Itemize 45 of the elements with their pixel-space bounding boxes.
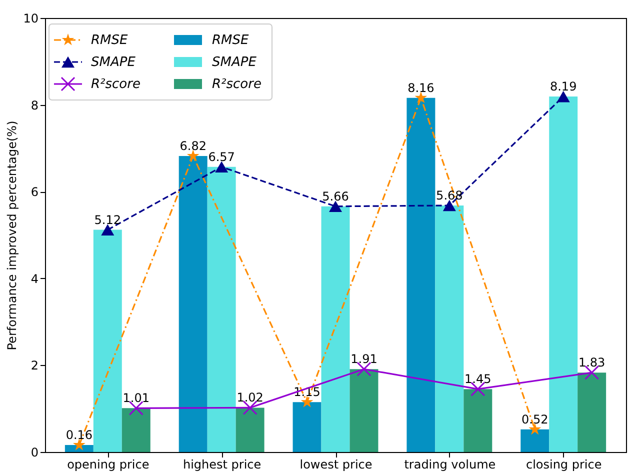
x-tick-label: trading volume	[404, 458, 496, 472]
bar	[350, 369, 378, 452]
bar	[321, 206, 350, 452]
data-label: 5.66	[322, 189, 349, 204]
x-tick-label: lowest price	[300, 458, 372, 472]
x-tick-label: highest price	[182, 458, 262, 472]
bar	[93, 230, 122, 452]
bar	[578, 372, 606, 452]
data-label: 1.02	[236, 390, 264, 405]
data-label: 8.16	[408, 80, 434, 95]
data-label: 5.12	[94, 212, 122, 227]
bar	[549, 96, 578, 452]
bar	[464, 389, 492, 452]
data-label: 6.82	[180, 139, 206, 154]
bar	[236, 408, 264, 452]
data-label: 1.91	[350, 352, 378, 366]
data-label: 1.01	[122, 391, 150, 406]
legend-label: RMSE	[91, 33, 128, 48]
data-label: 6.57	[208, 150, 235, 164]
data-label: 1.45	[464, 372, 492, 386]
x-tick-label: closing price	[526, 458, 602, 472]
legend-label: RMSE	[212, 33, 250, 48]
bar	[122, 408, 150, 452]
y-tick-label: 8	[30, 98, 38, 112]
y-tick-label: 2	[30, 358, 38, 373]
x-tick-label: opening price	[67, 458, 150, 472]
bar	[406, 98, 436, 452]
bar	[207, 166, 236, 452]
y-tick-label: 0	[30, 446, 38, 460]
bar	[178, 156, 208, 452]
bar	[520, 429, 550, 452]
data-label: 0.52	[522, 412, 548, 426]
legend-label: R²score	[91, 77, 140, 92]
data-label: 0.16	[66, 428, 93, 442]
bar	[292, 402, 322, 452]
data-label: 1.83	[578, 356, 606, 370]
data-label: 8.19	[550, 80, 577, 94]
bar	[435, 205, 464, 452]
legend-label: R²score	[212, 77, 262, 92]
y-tick-label: 6	[30, 185, 38, 200]
y-axis-title: Performance improved percentage(%)	[5, 120, 20, 350]
y-tick-label: 4	[30, 272, 38, 286]
y-tick-label: 10	[23, 12, 38, 26]
legend-label: SMAPE	[212, 55, 258, 70]
legend-label: SMAPE	[91, 55, 136, 70]
